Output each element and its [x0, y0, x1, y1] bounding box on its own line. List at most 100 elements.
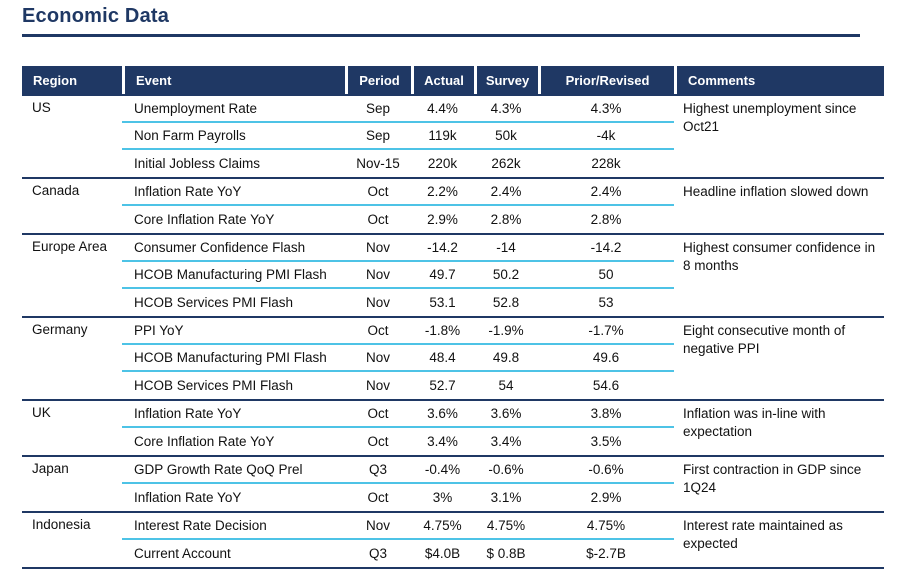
event-cell: HCOB Manufacturing PMI Flash [134, 350, 327, 365]
region-label: Europe Area [32, 239, 108, 254]
header-cell-prior-revised: Prior/Revised [538, 66, 674, 94]
period-cell: Oct [367, 212, 389, 227]
event-cell: Inflation Rate YoY [134, 406, 242, 421]
comment-text: Inflation was in-line with expectation [683, 406, 826, 439]
actual-cell: 2.9% [427, 212, 458, 227]
event-cell: Consumer Confidence Flash [134, 240, 306, 255]
table-row: HCOB Services PMI Flash Nov 52.7 54 54.6 [122, 372, 674, 399]
actual-cell: 220k [427, 156, 458, 171]
survey-cell: 3.4% [490, 434, 522, 449]
event-rows: Interest Rate Decision Nov 4.75% 4.75% 4.75%… [122, 513, 674, 567]
actual-cell: -0.4% [424, 462, 461, 477]
prior-revised-cell: -4k [596, 128, 616, 143]
comment-text: First contraction in GDP since 1Q24 [683, 462, 862, 495]
survey-cell: -1.9% [488, 323, 524, 338]
region-label: Indonesia [32, 517, 91, 532]
period-cell: Oct [367, 490, 389, 505]
prior-revised-cell: -14.2 [590, 240, 622, 255]
table-row: Initial Jobless Claims Nov-15 220k 262k 228k [122, 150, 674, 177]
period-cell: Q3 [368, 462, 387, 477]
comment-text: Eight consecutive month of negative PPI [683, 323, 846, 356]
period-cell: Oct [367, 323, 389, 338]
table-row: Current Account Q3 $4.0B $ 0.8B $-2.7B [122, 540, 674, 567]
table-row: Inflation Rate YoY Oct 3% 3.1% 2.9% [122, 484, 674, 511]
actual-cell: 3.6% [427, 406, 458, 421]
comment-text: Headline inflation slowed down [683, 184, 869, 199]
survey-cell: -14 [496, 240, 516, 255]
region-group: Indonesia Interest Rate Decision Nov 4.75% 4… [22, 511, 884, 567]
event-cell: Initial Jobless Claims [134, 156, 261, 171]
event-cell: HCOB Manufacturing PMI Flash [134, 267, 327, 282]
survey-cell: 4.75% [486, 518, 526, 533]
survey-cell: 2.4% [490, 184, 522, 199]
event-cell: Core Inflation Rate YoY [134, 434, 275, 449]
prior-revised-cell: 53 [598, 295, 614, 310]
period-cell: Nov [365, 378, 390, 393]
survey-cell: 3.6% [490, 406, 522, 421]
table-row: HCOB Services PMI Flash Nov 53.1 52.8 53 [122, 289, 674, 316]
event-rows: Inflation Rate YoY Oct 3.6% 3.6% 3.8% Core In… [122, 401, 674, 455]
actual-cell: 3% [432, 490, 453, 505]
prior-revised-cell: 50 [598, 267, 614, 282]
event-rows: PPI YoY Oct -1.8% -1.9% -1.7% HCOB Manufactur… [122, 318, 674, 399]
region-label: US [32, 100, 51, 115]
survey-cell: 54 [498, 378, 514, 393]
prior-revised-cell: 2.8% [590, 212, 622, 227]
actual-cell: 53.1 [429, 295, 456, 310]
event-rows: Unemployment Rate Sep 4.4% 4.3% 4.3% Non Farm… [122, 96, 674, 177]
period-cell: Oct [367, 184, 389, 199]
prior-revised-cell: 3.8% [590, 406, 622, 421]
header-cell-period: Period [345, 66, 411, 94]
actual-cell: 3.4% [427, 434, 458, 449]
region-group: Europe Area Consumer Confidence Flash Nov -… [22, 233, 884, 316]
period-cell: Q3 [368, 546, 387, 561]
table-row: PPI YoY Oct -1.8% -1.9% -1.7% [122, 318, 674, 345]
actual-cell: $4.0B [424, 546, 461, 561]
survey-cell: 52.8 [492, 295, 520, 310]
table-row: GDP Growth Rate QoQ Prel Q3 -0.4% -0.6% -0.6… [122, 457, 674, 484]
table-header-row: Region Event Period Actual Survey Prior/… [22, 66, 884, 94]
prior-revised-cell: -0.6% [588, 462, 624, 477]
prior-revised-cell: $-2.7B [586, 546, 626, 561]
table-row: Core Inflation Rate YoY Oct 2.9% 2.8% 2.8% [122, 206, 674, 233]
survey-cell: 50.2 [492, 267, 520, 282]
header-cell-actual: Actual [411, 66, 474, 94]
table-row: Non Farm Payrolls Sep 119k 50k -4k [122, 123, 674, 150]
event-cell: Non Farm Payrolls [134, 128, 246, 143]
event-cell: HCOB Services PMI Flash [134, 295, 294, 310]
survey-cell: 262k [491, 156, 521, 171]
event-cell: HCOB Services PMI Flash [134, 378, 294, 393]
period-cell: Nov-15 [356, 156, 400, 171]
period-cell: Oct [367, 434, 389, 449]
prior-revised-cell: -1.7% [588, 323, 624, 338]
event-cell: Current Account [134, 546, 231, 561]
actual-cell: 48.4 [429, 350, 456, 365]
period-cell: Nov [365, 240, 390, 255]
comment-text: Interest rate maintained as expected [683, 518, 843, 551]
period-cell: Nov [365, 518, 390, 533]
period-cell: Nov [365, 350, 390, 365]
region-label: UK [32, 405, 51, 420]
table-row: Inflation Rate YoY Oct 2.2% 2.4% 2.4% [122, 179, 674, 206]
actual-cell: -1.8% [424, 323, 461, 338]
region-label: Canada [32, 183, 80, 198]
actual-cell: 119k [428, 128, 457, 143]
table-row: Unemployment Rate Sep 4.4% 4.3% 4.3% [122, 96, 674, 123]
event-cell: Inflation Rate YoY [134, 490, 242, 505]
actual-cell: -14.2 [427, 240, 458, 255]
prior-revised-cell: 228k [591, 156, 621, 171]
survey-cell: 2.8% [490, 212, 522, 227]
header-cell-comments: Comments [674, 66, 884, 94]
prior-revised-cell: 49.6 [592, 350, 620, 365]
survey-cell: 4.3% [490, 101, 522, 116]
event-cell: GDP Growth Rate QoQ Prel [134, 462, 303, 477]
event-rows: Consumer Confidence Flash Nov -14.2 -14 -14.… [122, 235, 674, 316]
region-group: Canada Inflation Rate YoY Oct 2.2% 2.4% 2.4% C… [22, 177, 884, 233]
region-label: Japan [32, 461, 69, 476]
header-cell-event: Event [122, 66, 345, 94]
actual-cell: 52.7 [429, 378, 456, 393]
page-title: Economic Data [22, 5, 170, 27]
region-group: US Unemployment Rate Sep 4.4% 4.3% 4.3% Non Fa… [22, 94, 884, 177]
period-cell: Oct [367, 406, 389, 421]
